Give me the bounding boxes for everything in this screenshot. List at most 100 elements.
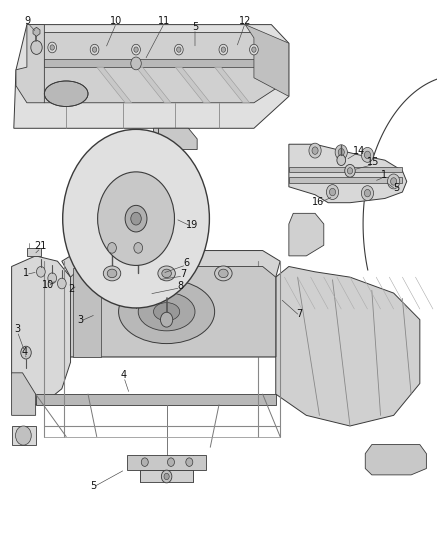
Circle shape — [167, 458, 174, 466]
Ellipse shape — [107, 269, 117, 278]
Circle shape — [134, 243, 143, 253]
Circle shape — [345, 165, 355, 177]
Text: 11: 11 — [158, 16, 170, 26]
Circle shape — [326, 184, 339, 199]
Ellipse shape — [158, 266, 175, 281]
Text: 1: 1 — [381, 170, 387, 180]
Circle shape — [15, 426, 31, 445]
Text: 15: 15 — [367, 157, 380, 167]
Circle shape — [219, 44, 228, 55]
Polygon shape — [14, 25, 289, 128]
Text: 7: 7 — [180, 269, 186, 279]
Circle shape — [186, 458, 193, 466]
Polygon shape — [289, 166, 403, 172]
Polygon shape — [245, 25, 289, 96]
Polygon shape — [12, 426, 35, 445]
Polygon shape — [127, 455, 206, 470]
Text: 3: 3 — [77, 314, 83, 325]
Circle shape — [329, 188, 336, 196]
Text: 8: 8 — [177, 281, 184, 291]
Circle shape — [337, 155, 346, 165]
Polygon shape — [276, 266, 420, 426]
Text: 7: 7 — [297, 309, 303, 319]
Polygon shape — [12, 256, 71, 405]
Text: 5: 5 — [393, 183, 399, 193]
Text: 5: 5 — [192, 22, 198, 33]
Circle shape — [221, 47, 226, 52]
Circle shape — [177, 47, 181, 52]
Text: 5: 5 — [90, 481, 96, 490]
Ellipse shape — [138, 293, 195, 331]
Polygon shape — [27, 248, 41, 256]
Circle shape — [347, 167, 353, 174]
Polygon shape — [71, 266, 276, 357]
Polygon shape — [97, 67, 132, 103]
Circle shape — [48, 273, 57, 284]
Ellipse shape — [63, 130, 209, 308]
Circle shape — [48, 42, 57, 53]
Circle shape — [141, 458, 148, 466]
Ellipse shape — [103, 266, 121, 281]
Text: 14: 14 — [353, 146, 365, 156]
Ellipse shape — [98, 172, 174, 265]
Ellipse shape — [44, 81, 88, 107]
Text: 9: 9 — [25, 16, 31, 26]
Ellipse shape — [215, 266, 232, 281]
Circle shape — [391, 177, 397, 185]
Circle shape — [335, 145, 347, 160]
Text: 21: 21 — [35, 241, 47, 251]
Polygon shape — [35, 394, 276, 405]
Circle shape — [57, 278, 66, 289]
Circle shape — [338, 149, 344, 156]
Circle shape — [132, 44, 141, 55]
Text: 12: 12 — [239, 16, 251, 26]
Circle shape — [160, 312, 173, 327]
Circle shape — [125, 205, 147, 232]
Polygon shape — [62, 251, 280, 357]
Circle shape — [361, 148, 374, 163]
Polygon shape — [175, 67, 210, 103]
Circle shape — [388, 174, 400, 189]
Ellipse shape — [219, 269, 228, 278]
Circle shape — [36, 266, 45, 277]
Circle shape — [250, 44, 258, 55]
Text: 10: 10 — [110, 16, 123, 26]
Circle shape — [21, 346, 31, 359]
Text: 2: 2 — [68, 284, 74, 294]
Ellipse shape — [119, 280, 215, 344]
Text: 19: 19 — [186, 220, 198, 230]
Polygon shape — [16, 25, 44, 103]
Polygon shape — [73, 268, 101, 357]
Circle shape — [50, 45, 54, 50]
Polygon shape — [289, 177, 403, 182]
Text: 3: 3 — [14, 324, 20, 334]
Polygon shape — [44, 59, 254, 67]
Polygon shape — [12, 373, 35, 415]
Text: 16: 16 — [312, 197, 325, 207]
Circle shape — [161, 470, 172, 483]
Polygon shape — [153, 128, 197, 150]
Text: 4: 4 — [121, 370, 127, 380]
Polygon shape — [141, 470, 193, 482]
Circle shape — [174, 44, 183, 55]
Circle shape — [108, 243, 117, 253]
Circle shape — [361, 185, 374, 200]
Circle shape — [252, 47, 256, 52]
Circle shape — [312, 147, 318, 155]
Circle shape — [364, 189, 371, 197]
Circle shape — [134, 47, 138, 52]
Circle shape — [164, 473, 169, 480]
Circle shape — [131, 212, 141, 225]
Ellipse shape — [153, 303, 180, 321]
Circle shape — [131, 57, 141, 70]
Polygon shape — [289, 144, 407, 203]
Polygon shape — [215, 67, 250, 103]
Text: 4: 4 — [21, 346, 28, 357]
Polygon shape — [365, 445, 426, 475]
Polygon shape — [30, 33, 280, 103]
Circle shape — [31, 41, 42, 54]
Polygon shape — [289, 213, 324, 256]
Circle shape — [92, 47, 97, 52]
Circle shape — [364, 151, 371, 159]
Circle shape — [90, 44, 99, 55]
